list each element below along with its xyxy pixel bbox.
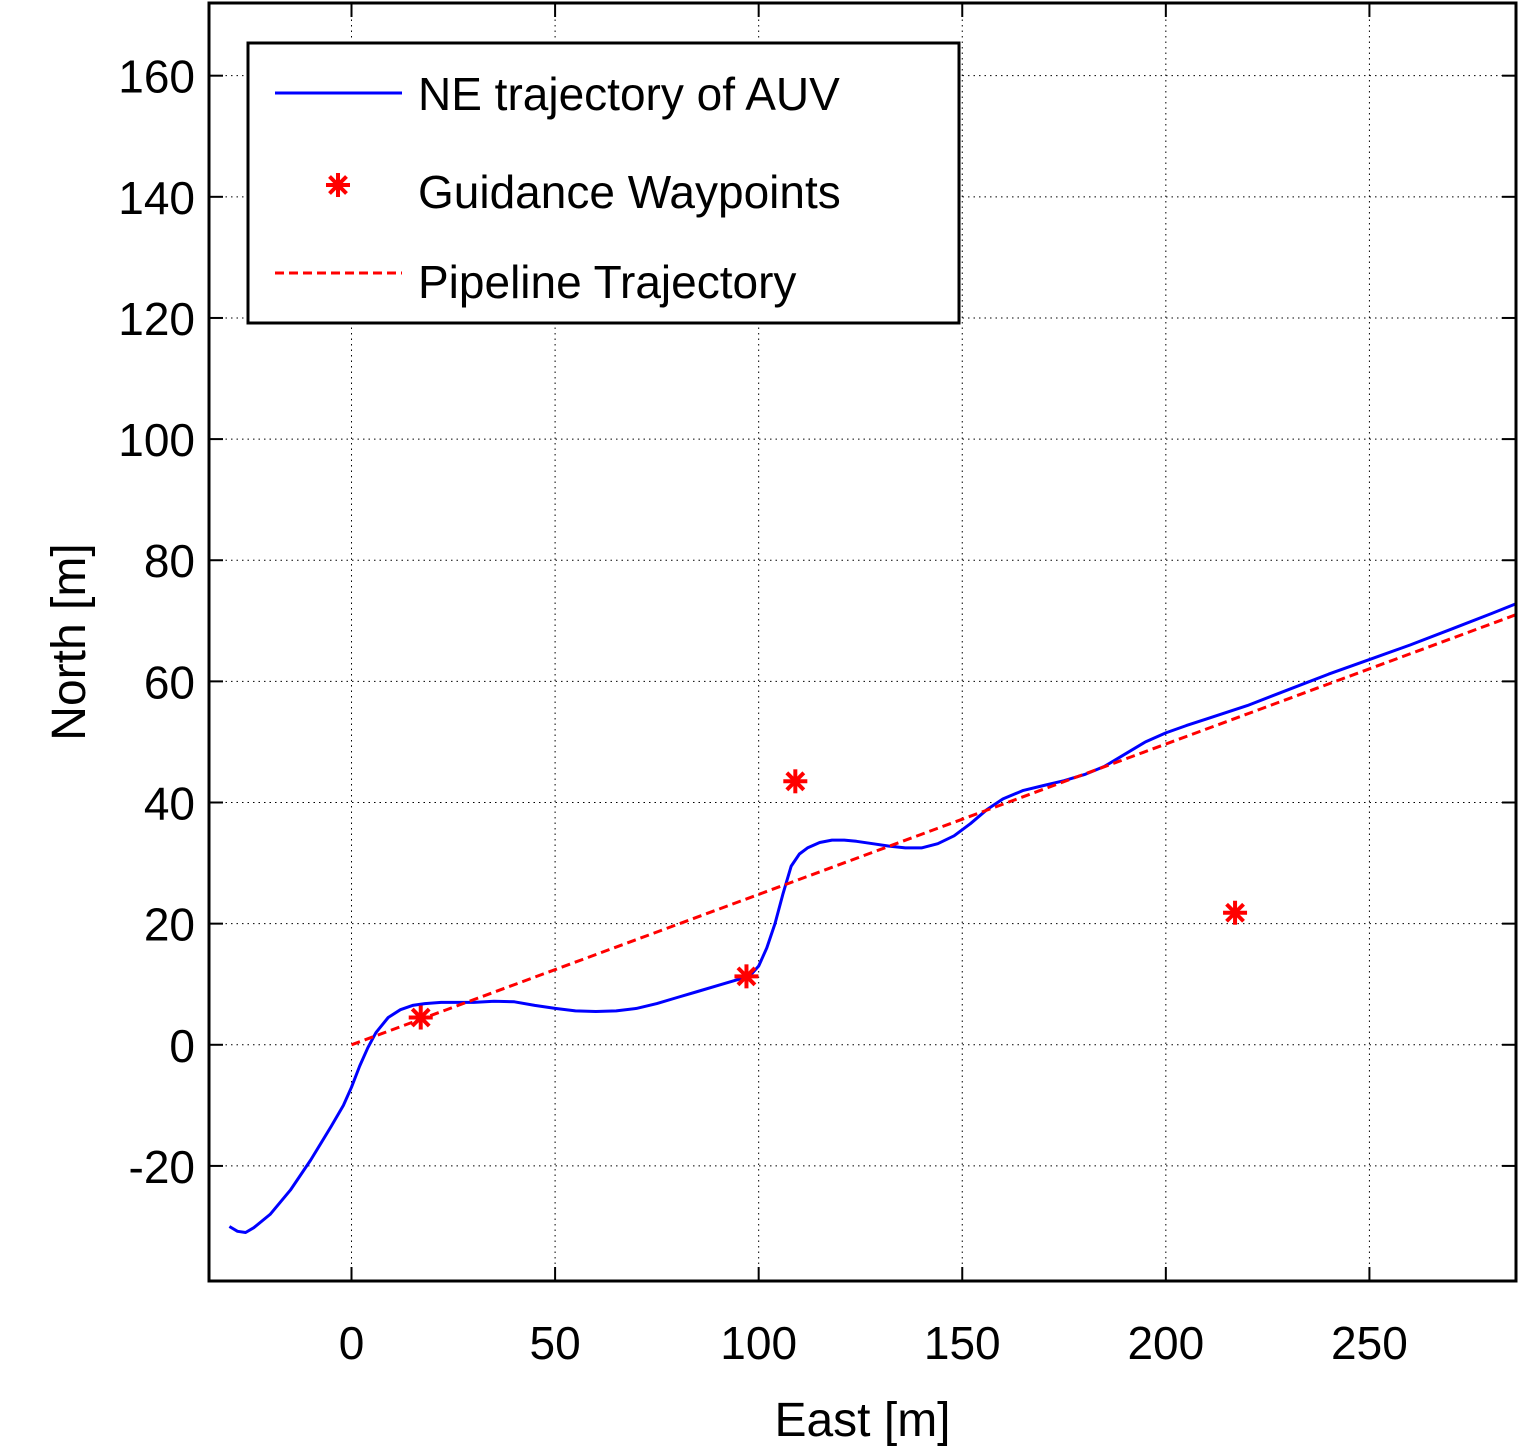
x-tick-label: 250 xyxy=(1331,1317,1408,1369)
y-tick-label: 60 xyxy=(144,656,195,708)
x-tick-label: 100 xyxy=(720,1317,797,1369)
y-tick-label: -20 xyxy=(129,1141,195,1193)
waypoint-marker xyxy=(1223,900,1248,925)
series-line-pipeline-trajectory xyxy=(350,613,1516,1047)
legend-label-waypoints: Guidance Waypoints xyxy=(418,166,841,218)
waypoint-marker xyxy=(783,769,808,794)
y-tick-label: 20 xyxy=(144,899,195,951)
y-tick-label: 120 xyxy=(118,293,195,345)
y-tick-label: 160 xyxy=(118,51,195,103)
legend-swatch-waypoints xyxy=(326,173,350,197)
x-tick-label: 0 xyxy=(339,1317,365,1369)
y-tick-label: 0 xyxy=(169,1020,195,1072)
y-tick-label: 100 xyxy=(118,414,195,466)
series-layer xyxy=(228,602,1516,1234)
x-tick-label: 150 xyxy=(924,1317,1001,1369)
x-tick-label: 200 xyxy=(1127,1317,1204,1369)
legend-label-auv: NE trajectory of AUV xyxy=(418,68,840,120)
y-tick-label: 140 xyxy=(118,172,195,224)
plot-frame xyxy=(207,1,1518,1283)
y-tick-label: 40 xyxy=(144,778,195,830)
x-tick-label: 50 xyxy=(530,1317,581,1369)
legend-label-pipeline: Pipeline Trajectory xyxy=(418,256,796,308)
x-axis-label: East [m] xyxy=(774,1394,950,1447)
legend: NE trajectory of AUV Guidance Waypoints … xyxy=(246,41,961,325)
waypoint-marker xyxy=(734,964,759,989)
grid-layer xyxy=(209,3,1516,1281)
tick-layer: 0 50 100 150 200 250 -20 0 20 40 60 80 100 120 140 160 xyxy=(118,3,1516,1369)
waypoint-marker xyxy=(408,1005,433,1030)
y-tick-label: 80 xyxy=(144,535,195,587)
y-axis-label: North [m] xyxy=(43,543,96,740)
legend-box xyxy=(246,41,961,325)
series-line-ne-trajectory-of-auv xyxy=(228,602,1516,1234)
